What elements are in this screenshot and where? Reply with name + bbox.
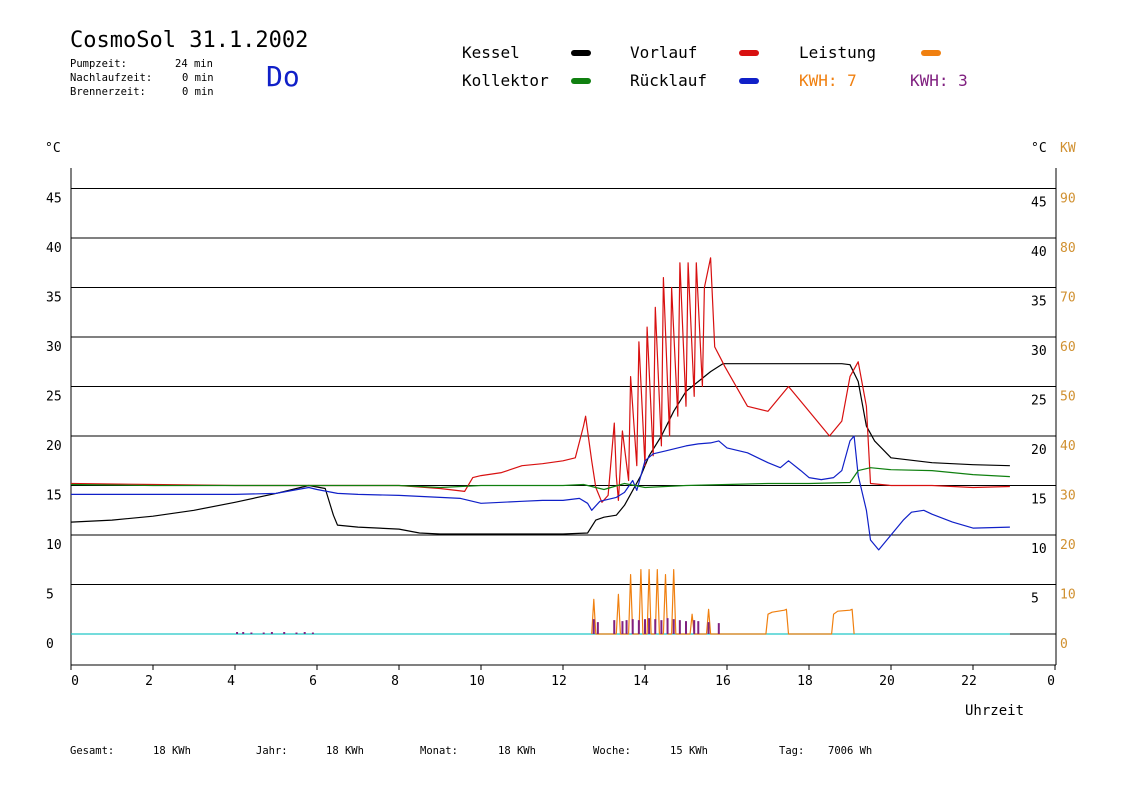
- y-tick-label-right: 45: [1031, 196, 1047, 211]
- series-kessel: [70, 363, 1010, 535]
- y-tick-label-kw: 10: [1060, 588, 1076, 603]
- y-tick-label-right: 10: [1031, 542, 1047, 557]
- y-tick-label-left: 25: [46, 390, 62, 405]
- ylabel-right: °C: [1031, 141, 1047, 156]
- chart-title: CosmoSol 31.1.2002: [70, 28, 309, 53]
- xlabel: Uhrzeit: [965, 703, 1024, 719]
- x-tick-label: 10: [469, 674, 485, 689]
- ylabel-left: °C: [45, 141, 61, 156]
- legend-leistung: Leistung: [799, 43, 877, 62]
- x-tick-label: 2: [145, 674, 153, 689]
- x-tick-label: 6: [309, 674, 317, 689]
- footer-tag-value: 7006 Wh: [828, 745, 873, 757]
- y-tick-label-right: 25: [1031, 394, 1047, 409]
- info-brennerzeit-value: 0 min: [182, 86, 214, 98]
- legend-vorlauf-swatch: [739, 50, 759, 56]
- y-tick-label-right: 40: [1031, 245, 1047, 260]
- legend-ruecklauf: Rücklauf: [630, 71, 708, 90]
- legend-kessel-swatch: [571, 50, 591, 56]
- y-tick-label-left: 40: [46, 241, 62, 256]
- x-tick-label: 16: [715, 674, 731, 689]
- series-lines: [70, 257, 1010, 635]
- y-tick-label-left: 15: [46, 489, 62, 504]
- footer-monat-value: 18 KWh: [498, 745, 536, 757]
- tick-labels: 0 2 4 6 8 10 12 14 16 18 20 22 0 0 5 10 15 20 25 30 35 40 45 5 1…: [46, 192, 1076, 690]
- x-tick-label: 4: [227, 674, 235, 689]
- y-tick-label-kw: 30: [1060, 489, 1076, 504]
- series-ruecklauf: [71, 435, 1010, 551]
- x-tick-label: 12: [551, 674, 567, 689]
- legend-kollektor-swatch: [571, 78, 591, 84]
- x-tick-label: 0: [1047, 674, 1055, 689]
- y-tick-label-right: 15: [1031, 493, 1047, 508]
- y-tick-label-kw: 80: [1060, 241, 1076, 256]
- footer-woche-label: Woche:: [593, 745, 631, 757]
- y-tick-label-kw: 90: [1060, 192, 1076, 207]
- footer-gesamt-value: 18 KWh: [153, 745, 191, 757]
- y-tick-label-kw: 0: [1060, 637, 1068, 652]
- info-brennerzeit-label: Brennerzeit:: [70, 86, 146, 98]
- y-tick-label-left: 30: [46, 340, 62, 355]
- y-tick-label-kw: 40: [1060, 439, 1076, 454]
- series-vorlauf: [70, 257, 1010, 503]
- x-tick-label: 14: [633, 674, 649, 689]
- y-tick-label-kw: 50: [1060, 390, 1076, 405]
- y-tick-label-kw: 20: [1060, 538, 1076, 553]
- y-tick-label-left: 35: [46, 291, 62, 306]
- y-tick-label-left: 5: [46, 588, 54, 603]
- y-tick-label-left: 45: [46, 192, 62, 207]
- info-pumpzeit-label: Pumpzeit:: [70, 58, 127, 70]
- x-tick-label: 8: [391, 674, 399, 689]
- footer-monat-label: Monat:: [420, 745, 458, 757]
- y-tick-label-kw: 60: [1060, 340, 1076, 355]
- legend-kollektor: Kollektor: [462, 71, 549, 90]
- y-tick-label-right: 20: [1031, 443, 1047, 458]
- y-tick-label-right: 30: [1031, 344, 1047, 359]
- footer-tag-label: Tag:: [779, 745, 805, 757]
- legend-vorlauf: Vorlauf: [630, 43, 698, 62]
- ylabel-right-kw: KW: [1060, 141, 1076, 156]
- info-nachlaufzeit-label: Nachlaufzeit:: [70, 72, 153, 84]
- series-kollektor: [70, 467, 1010, 491]
- y-tick-label-right: 35: [1031, 295, 1047, 310]
- footer-woche-value: 15 KWh: [670, 745, 708, 757]
- y-tick-label-left: 10: [46, 538, 62, 553]
- y-tick-label-left: 0: [46, 637, 54, 652]
- grid-lines: [71, 188, 1056, 585]
- footer-gesamt-label: Gesamt:: [70, 745, 115, 757]
- axes: [70, 168, 1057, 670]
- x-tick-label: 0: [71, 674, 79, 689]
- y-tick-label-kw: 70: [1060, 291, 1076, 306]
- legend-kwh-orange: KWH: 7: [799, 71, 857, 90]
- series-leistung: [591, 568, 855, 635]
- footer-jahr-label: Jahr:: [256, 745, 288, 757]
- weekday-label: Do: [266, 60, 300, 93]
- y-tick-label-left: 20: [46, 439, 62, 454]
- legend-kessel: Kessel: [462, 43, 520, 62]
- x-tick-label: 20: [879, 674, 895, 689]
- y-tick-label-right: 5: [1031, 592, 1039, 607]
- info-nachlaufzeit-value: 0 min: [182, 72, 214, 84]
- legend-ruecklauf-swatch: [739, 78, 759, 84]
- legend-leistung-swatch: [921, 50, 941, 56]
- x-tick-label: 18: [797, 674, 813, 689]
- footer-jahr-value: 18 KWh: [326, 745, 364, 757]
- legend-kwh-purple: KWH: 3: [910, 71, 968, 90]
- x-tick-label: 22: [961, 674, 977, 689]
- info-pumpzeit-value: 24 min: [175, 58, 213, 70]
